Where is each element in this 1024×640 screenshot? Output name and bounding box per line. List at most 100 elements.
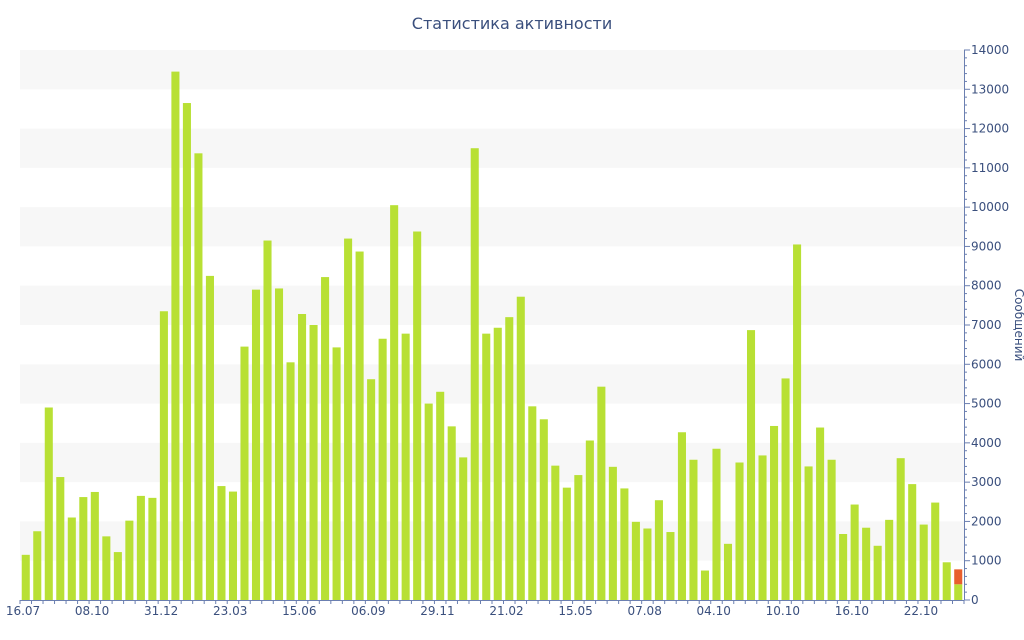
bar [839,534,848,600]
bar [551,465,560,600]
bar [436,391,445,600]
bar [148,497,157,600]
grid-band [20,207,964,247]
bar [608,466,617,600]
y-tick-label: 7000 [971,318,1002,332]
bar [793,244,802,600]
bar [942,562,951,600]
bar [654,500,663,600]
bar-highlight [954,569,963,585]
bar [862,527,871,600]
bar [919,524,928,600]
bar [44,407,53,600]
x-tick-label: 06.09 [351,604,385,618]
bar [539,419,548,600]
x-tick-label: 21.02 [489,604,523,618]
bar [666,532,675,600]
x-tick-label: 16.07 [6,604,40,618]
bar [459,457,468,600]
y-tick-label: 8000 [971,279,1002,293]
x-tick-label: 31.12 [144,604,178,618]
bar [505,317,514,600]
bar [401,333,410,600]
x-tick-label: 22.10 [904,604,938,618]
bar [723,543,733,600]
x-tick-label: 10.10 [766,604,800,618]
x-tick-label: 07.08 [627,604,661,618]
grid-band [20,50,964,90]
bar [700,570,710,600]
bar [424,403,433,600]
bar [413,231,422,600]
y-tick-label: 12000 [971,122,1009,136]
x-axis: 16.07 08.10 31.12 23.03 15.06 06.09 29.11 21.02… [6,600,965,618]
y-tick-label: 10000 [971,200,1009,214]
bar [643,528,652,600]
bar [562,487,571,600]
bar [770,425,779,600]
bar [781,378,790,600]
y-axis-title: Сообщений [1012,289,1024,362]
bar [113,552,122,600]
bar [205,275,214,600]
bar [516,296,525,600]
bar [90,491,99,600]
y-tick-label: 14000 [971,43,1009,57]
bar [908,484,917,600]
bar [240,346,249,600]
bar [332,347,341,600]
bar [344,238,353,601]
bar [136,495,145,600]
bar [159,311,168,600]
chart-title: Статистика активности [411,14,613,33]
bar [677,432,686,600]
bar [528,406,537,600]
y-tick-label: 13000 [971,82,1009,96]
bar [827,459,836,600]
bar [274,288,284,600]
bar [620,488,629,600]
bar [298,314,307,600]
bar [194,153,203,601]
bar [390,205,399,600]
bar [228,491,238,600]
bar [931,502,940,600]
bar [597,386,606,600]
bar [171,71,180,601]
x-tick-label: 08.10 [75,604,109,618]
bar [378,338,387,600]
bar [735,462,744,600]
bar [873,545,882,600]
y-tick-label: 11000 [971,161,1009,175]
bar [251,289,261,600]
bars-group [21,71,963,601]
y-axis: 0 1000 2000 3000 4000 5000 6000 7000 8000 9000 100… [964,43,1024,607]
bar [102,536,111,600]
bar [585,440,594,600]
bar [321,277,330,600]
x-tick-label: 04.10 [697,604,731,618]
bar [470,148,479,600]
bar [758,455,767,600]
grid-band [20,128,964,168]
bar [79,497,88,600]
x-tick-label: 16.10 [835,604,869,618]
bar [885,519,894,600]
bar [574,475,583,600]
bar [21,554,30,600]
bar [309,325,318,600]
y-tick-label: 6000 [971,357,1002,371]
y-tick-label: 9000 [971,239,1002,253]
bar [263,240,272,601]
x-tick-label: 29.11 [420,604,454,618]
bar [689,459,698,600]
bar [125,520,134,600]
bar [56,477,65,600]
bar [746,330,756,600]
bar [493,327,502,600]
y-tick-label: 5000 [971,397,1002,411]
y-tick-label: 3000 [971,475,1002,489]
bar [367,379,376,600]
